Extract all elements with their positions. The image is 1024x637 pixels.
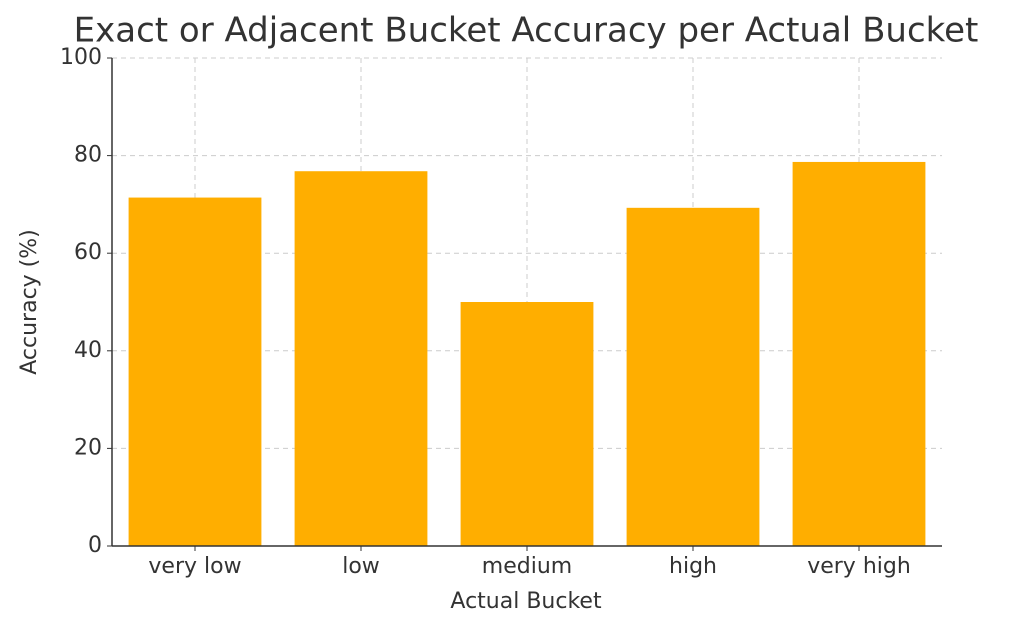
bar bbox=[626, 207, 760, 547]
bar bbox=[460, 302, 594, 546]
y-tick-label: 20 bbox=[74, 435, 102, 460]
x-tick-label: medium bbox=[482, 554, 572, 579]
y-tick-label: 40 bbox=[74, 338, 102, 363]
y-tick-label: 60 bbox=[74, 240, 102, 265]
y-tick-label: 80 bbox=[74, 143, 102, 168]
x-tick-label: high bbox=[669, 554, 717, 579]
bar bbox=[128, 197, 262, 546]
x-tick-label: very high bbox=[807, 554, 911, 579]
x-axis-label: Actual Bucket bbox=[450, 589, 602, 614]
y-axis-label: Accuracy (%) bbox=[17, 229, 42, 375]
x-tick-label: low bbox=[342, 554, 380, 579]
chart-title: Exact or Adjacent Bucket Accuracy per Ac… bbox=[74, 11, 979, 51]
bar bbox=[294, 171, 428, 546]
x-tick-label: very low bbox=[148, 554, 241, 579]
y-tick-label: 0 bbox=[88, 533, 102, 558]
bar bbox=[792, 161, 926, 546]
y-tick-label: 100 bbox=[60, 45, 102, 70]
